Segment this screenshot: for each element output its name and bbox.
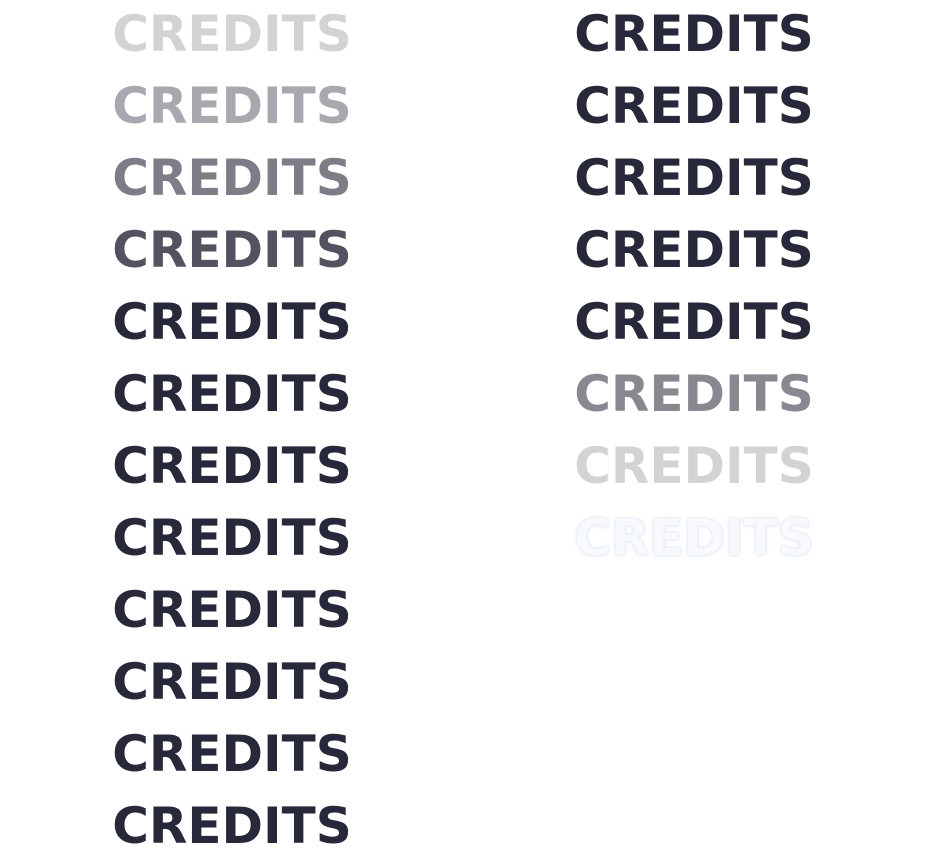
credits-label: CREDITS — [574, 221, 814, 279]
credits-label: CREDITS — [112, 149, 352, 207]
credits-label: CREDITS — [112, 77, 352, 135]
credits-label: CREDITS — [574, 149, 814, 207]
credits-label: CREDITS — [112, 5, 352, 63]
credits-label: CREDITS — [112, 653, 352, 711]
credits-label: CREDITS — [112, 221, 352, 279]
credits-label: CREDITS — [574, 293, 814, 351]
credits-label: CREDITS — [112, 725, 352, 783]
credits-column-right: CREDITS CREDITS CREDITS CREDITS CREDITS … — [574, 0, 814, 576]
credits-label: CREDITS — [574, 437, 814, 495]
credits-label: CREDITS — [574, 77, 814, 135]
credits-label: CREDITS — [112, 797, 352, 855]
credits-label: CREDITS — [574, 509, 814, 567]
credits-label: CREDITS — [574, 5, 814, 63]
credits-label: CREDITS — [112, 293, 352, 351]
credits-label: CREDITS — [112, 509, 352, 567]
credits-label: CREDITS — [574, 365, 814, 423]
credits-label: CREDITS — [112, 365, 352, 423]
credits-label: CREDITS — [112, 581, 352, 639]
credits-label: CREDITS — [112, 437, 352, 495]
credits-column-left: CREDITS CREDITS CREDITS CREDITS CREDITS … — [112, 0, 352, 863]
